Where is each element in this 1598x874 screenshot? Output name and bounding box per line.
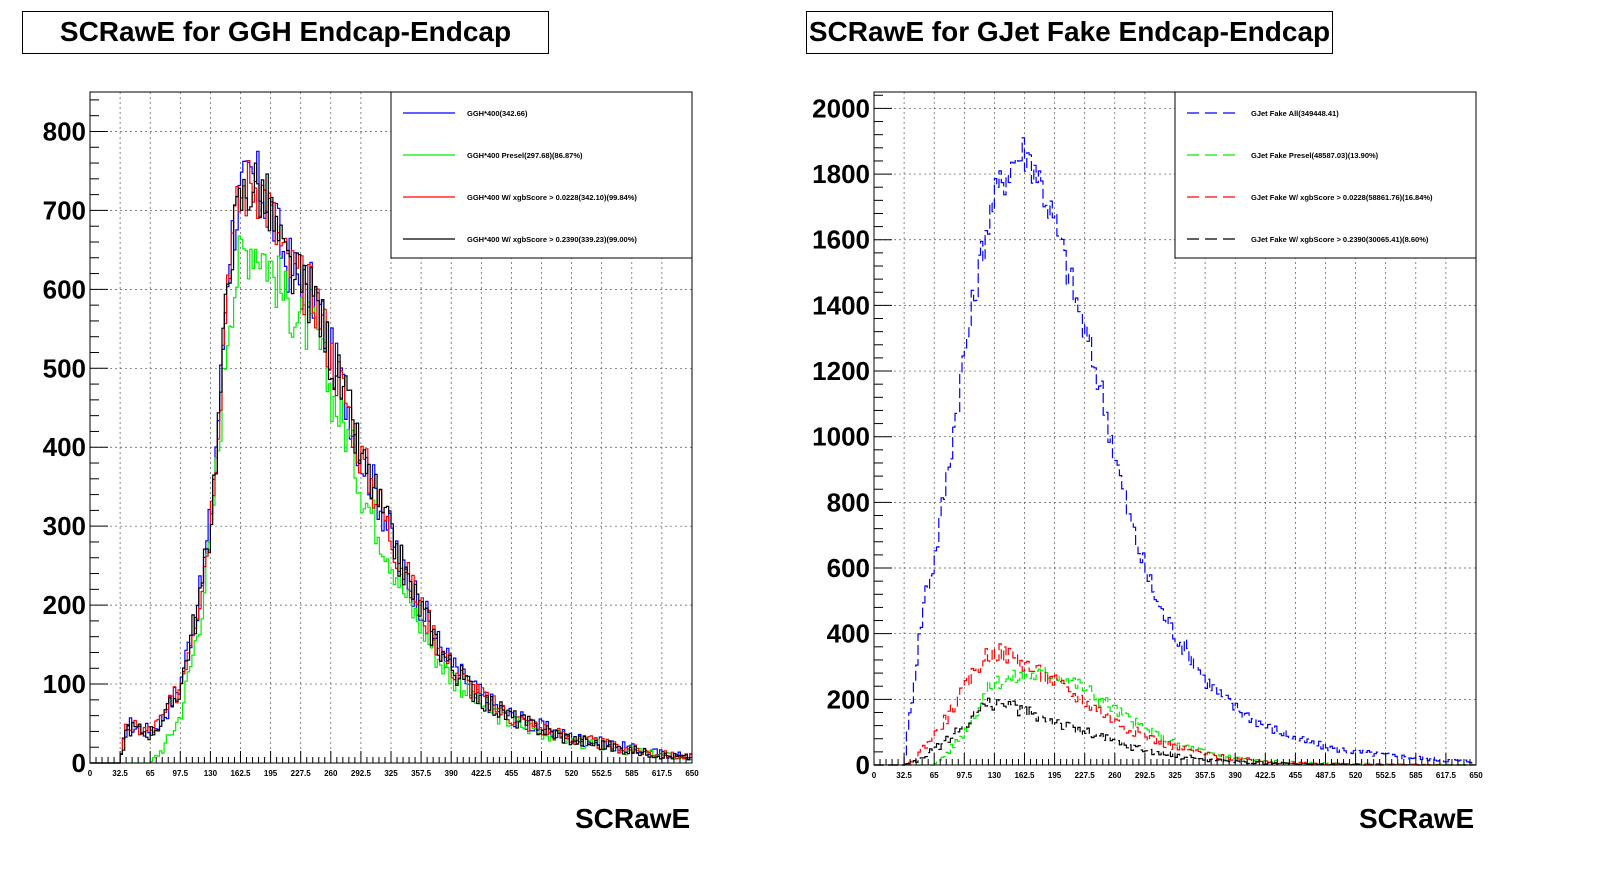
x-tick-label: 65 [930,771,939,780]
legend-label-1: GJet Fake Presel(48587.03)(13.90%) [1251,151,1379,160]
legend-label-0: GGH*400(342.66) [467,109,528,118]
legend-label-3: GGH*400 W/ xgbScore > 0.2390(339.23)(99.… [467,235,637,244]
x-tick-label: 162.5 [1014,771,1035,780]
x-tick-label: 195 [264,769,278,778]
x-tick-label: 650 [685,769,699,778]
legend-label-1: GGH*400 Presel(297.68)(86.87%) [467,151,583,160]
x-tick-label: 455 [1289,771,1303,780]
x-tick-label: 552.5 [592,769,613,778]
x-tick-label: 552.5 [1376,771,1397,780]
series-line-2 [874,643,1476,766]
y-tick-label: 700 [43,195,86,225]
x-tick-label: 520 [1349,771,1363,780]
y-tick-label: 300 [43,511,86,541]
legend-label-0: GJet Fake All(349448.41) [1251,109,1339,118]
y-tick-label: 0 [856,750,870,780]
x-tick-label: 227.5 [1075,771,1096,780]
legend-box [390,91,693,259]
x-tick-label: 65 [146,769,155,778]
y-tick-label: 600 [827,553,870,583]
series-line-3 [874,697,1476,766]
y-tick-label: 600 [43,274,86,304]
x-tick-label: 357.5 [411,769,432,778]
y-tick-label: 0 [72,748,86,778]
x-tick-label: 162.5 [230,769,251,778]
y-tick-label: 500 [43,353,86,383]
x-tick-label: 422.5 [1255,771,1276,780]
x-tick-label: 0 [872,771,877,780]
chart-title-gjet: SCRawE for GJet Fake Endcap-Endcap [806,11,1333,54]
y-tick-label: 1800 [812,159,870,189]
x-tick-label: 130 [204,769,218,778]
y-tick-label: 1000 [812,422,870,452]
x-tick-label: 390 [1229,771,1243,780]
x-tick-label: 97.5 [957,771,973,780]
y-tick-label: 200 [827,684,870,714]
x-tick-label: 227.5 [291,769,312,778]
x-tick-label: 617.5 [652,769,673,778]
x-tick-label: 32.5 [896,771,912,780]
y-tick-label: 200 [43,590,86,620]
series-line-3 [90,162,692,764]
legend-label-2: GGH*400 W/ xgbScore > 0.0228(342.10)(99.… [467,193,637,202]
panel-gjet: 0 32.5 65 97.5 130 162.5 195 227.5 260 292.5 325 35… [812,91,1483,780]
x-tick-label: 0 [88,769,93,778]
y-tick-label: 400 [827,619,870,649]
x-tick-label: 195 [1048,771,1062,780]
x-tick-label: 585 [1409,771,1423,780]
x-tick-label: 292.5 [1135,771,1156,780]
x-tick-label: 357.5 [1195,771,1216,780]
x-tick-label: 130 [988,771,1002,780]
x-tick-label: 422.5 [471,769,492,778]
x-tick-label: 325 [384,769,398,778]
y-tick-label: 1600 [812,225,870,255]
y-tick-label: 2000 [812,93,870,123]
x-tick-label: 585 [625,769,639,778]
x-tick-label: 520 [565,769,579,778]
x-tick-label: 650 [1469,771,1483,780]
x-tick-label: 487.5 [531,769,552,778]
y-tick-label: 800 [43,116,86,146]
x-axis-title-gjet: SCRawE [1359,803,1475,834]
x-tick-label: 260 [1108,771,1122,780]
legend-label-3: GJet Fake W/ xgbScore > 0.2390(30065.41)… [1251,235,1429,244]
chart-title-ggh: SCRawE for GGH Endcap-Endcap [22,11,549,54]
y-tick-label: 1200 [812,356,870,386]
y-tick-label: 400 [43,432,86,462]
y-tick-label: 800 [827,487,870,517]
legend-box [1174,91,1477,259]
x-tick-label: 455 [505,769,519,778]
series-line-0 [874,137,1476,766]
x-tick-label: 32.5 [112,769,128,778]
legend-label-2: GJet Fake W/ xgbScore > 0.0228(58861.76)… [1251,193,1433,202]
x-tick-label: 487.5 [1315,771,1336,780]
x-axis-title-ggh: SCRawE [575,803,691,834]
x-tick-label: 97.5 [173,769,189,778]
x-tick-label: 390 [445,769,459,778]
x-tick-label: 617.5 [1436,771,1457,780]
panel-ggh: 0 32.5 65 97.5 130 162.5 195 227.5 260 292.5 325 35… [43,91,699,778]
x-tick-label: 260 [324,769,338,778]
x-tick-label: 292.5 [351,769,372,778]
y-tick-label: 1400 [812,290,870,320]
y-tick-label: 100 [43,669,86,699]
x-tick-label: 325 [1168,771,1182,780]
